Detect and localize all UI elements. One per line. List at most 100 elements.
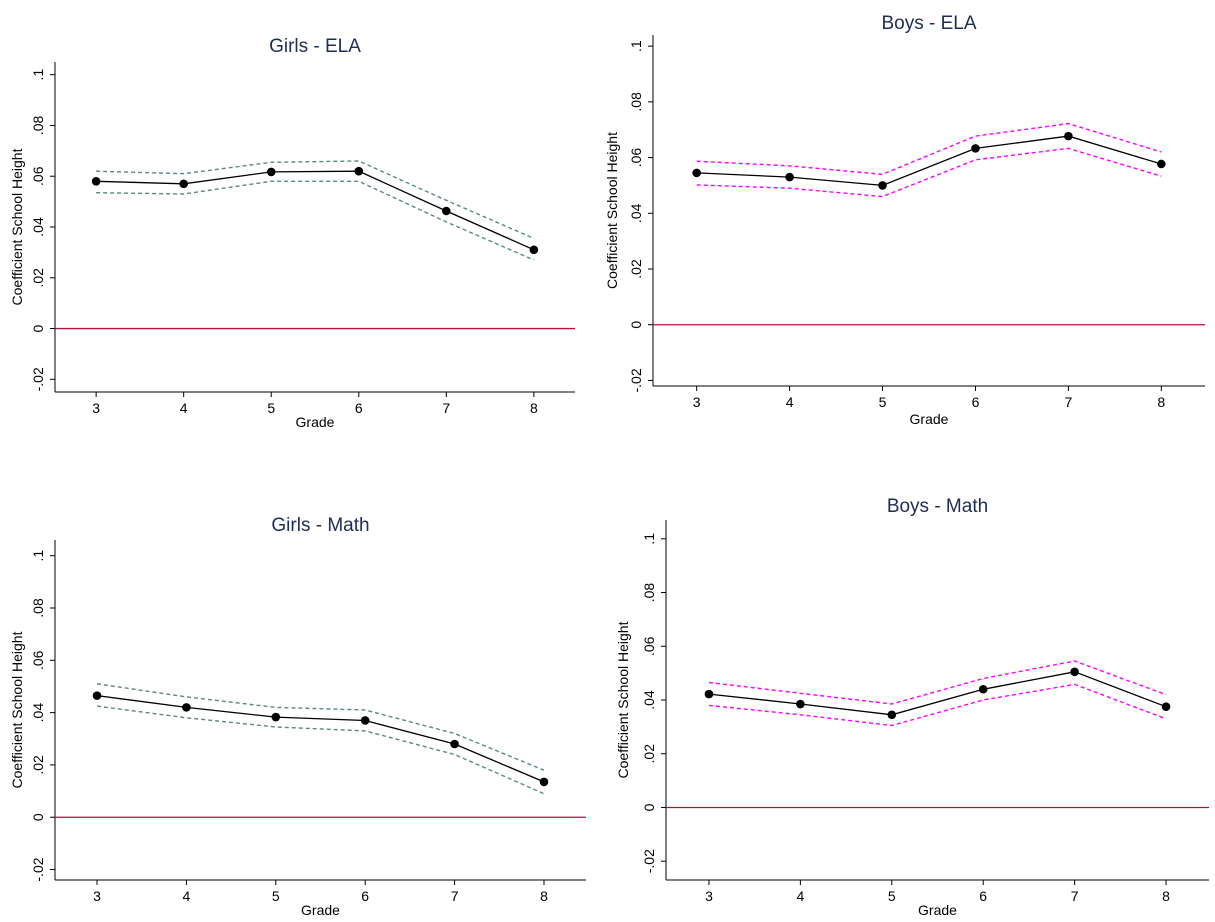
estimate-point: [1064, 131, 1073, 141]
x-tick-label: 3: [693, 394, 701, 410]
estimate-point: [91, 177, 101, 186]
chart-panel-1: Girls - ELA -.02 0 .02 .04 .06 .08 .1 3 4 5 6 7 8 Grad…: [9, 36, 575, 430]
y-tick-label: .02: [641, 744, 657, 764]
y-tick-label: .02: [30, 755, 46, 775]
x-tick-label: 7: [1064, 394, 1072, 410]
estimate-point: [442, 206, 451, 216]
estimate-line: [96, 170, 535, 251]
x-tick-label: 5: [879, 394, 887, 410]
y-tick-label: .06: [30, 166, 46, 186]
estimate-point: [539, 777, 549, 787]
estimate-point: [887, 710, 897, 720]
y-tick-label: .04: [30, 703, 46, 723]
y-axis-label: Coefficient School Height: [9, 148, 25, 305]
x-tick-label: 5: [267, 400, 275, 416]
estimate-line: [708, 671, 1167, 716]
y-tick-label: .1: [30, 550, 46, 562]
estimate-point: [271, 712, 281, 722]
y-tick-label: -.02: [30, 857, 46, 881]
estimate-point: [360, 716, 370, 725]
estimate-point: [1161, 702, 1171, 712]
ci-upper-line: [708, 660, 1167, 705]
x-tick-label: 8: [540, 888, 548, 904]
y-tick-label: .02: [628, 259, 644, 279]
y-tick-label: 0: [628, 321, 644, 329]
x-tick-label: 6: [355, 400, 363, 416]
chart-panel-2: Boys - ELA -.02 0 .02 .04 .06 .08 .1 3 4 5 6 7 8 Grade…: [604, 13, 1205, 427]
x-tick-label: 4: [786, 394, 794, 410]
y-axis-label: Coefficient School Height: [604, 132, 620, 289]
estimate-point: [92, 691, 102, 700]
estimate-point: [978, 684, 988, 694]
x-tick-label: 8: [530, 400, 538, 416]
x-tick-label: 6: [979, 888, 987, 904]
chart-title: Boys - ELA: [881, 13, 976, 34]
x-tick-label: 8: [1157, 394, 1165, 410]
ci-upper-line: [96, 683, 545, 771]
y-tick-label: .1: [641, 533, 657, 545]
y-tick-label: .1: [30, 69, 46, 81]
y-tick-label: -.02: [628, 368, 644, 392]
y-tick-label: .04: [641, 690, 657, 710]
y-tick-label: .02: [30, 268, 46, 288]
y-axis-label: Coefficient School Height: [9, 631, 25, 788]
estimate-point: [529, 245, 539, 255]
ci-upper-line: [96, 160, 535, 240]
chart-title: Girls - ELA: [269, 36, 361, 57]
x-axis-label: Grade: [918, 902, 957, 918]
y-tick-label: 0: [30, 324, 46, 332]
estimate-point: [692, 168, 701, 178]
x-tick-label: 3: [93, 888, 101, 904]
y-tick-label: .08: [641, 583, 657, 603]
y-tick-label: .06: [641, 636, 657, 656]
x-tick-label: 7: [442, 400, 450, 416]
x-tick-label: 4: [796, 888, 804, 904]
chart-panel-4: Boys - Math -.02 0 .02 .04 .06 .08 .1 3 4 5 6 7 8 Grad…: [615, 496, 1209, 918]
x-tick-label: 6: [361, 888, 369, 904]
x-tick-label: 4: [183, 888, 191, 904]
y-tick-label: -.02: [641, 849, 657, 873]
estimate-point: [354, 166, 364, 176]
ci-lower-line: [96, 180, 535, 261]
chart-panel-3: Girls - Math -.02 0 .02 .04 .06 .08 .1 3 4 5 6 7 8 Gra…: [9, 515, 586, 918]
x-tick-label: 8: [1162, 888, 1170, 904]
estimate-point: [704, 689, 714, 699]
estimate-point: [182, 703, 191, 712]
chart-title: Girls - Math: [271, 515, 369, 536]
x-tick-label: 4: [180, 400, 188, 416]
x-tick-label: 3: [705, 888, 713, 904]
estimate-point: [1157, 159, 1166, 169]
y-tick-label: .06: [628, 148, 644, 168]
x-tick-label: 3: [92, 400, 100, 416]
y-tick-label: .08: [30, 598, 46, 618]
x-axis-label: Grade: [296, 414, 335, 430]
y-tick-label: .04: [30, 217, 46, 237]
estimate-point: [785, 172, 794, 182]
y-tick-label: -.02: [30, 367, 46, 391]
estimate-line: [96, 694, 545, 783]
x-axis-label: Grade: [301, 902, 340, 918]
estimate-point: [878, 181, 887, 190]
x-tick-label: 7: [1071, 888, 1079, 904]
estimate-point: [971, 144, 980, 153]
estimate-line: [696, 135, 1162, 187]
y-tick-label: .1: [628, 40, 644, 52]
estimate-point: [796, 699, 805, 709]
ci-upper-line: [696, 122, 1162, 176]
estimate-point: [179, 179, 188, 189]
y-tick-label: .04: [628, 203, 644, 223]
x-tick-label: 6: [972, 394, 980, 410]
x-axis-label: Grade: [910, 411, 949, 427]
y-tick-label: 0: [30, 813, 46, 821]
x-tick-label: 5: [272, 888, 280, 904]
y-tick-label: 0: [641, 803, 657, 811]
y-tick-label: .06: [30, 650, 46, 670]
chart-title: Boys - Math: [887, 496, 988, 517]
x-tick-label: 7: [451, 888, 459, 904]
estimate-point: [266, 167, 276, 177]
estimate-point: [1070, 667, 1079, 677]
y-tick-label: .08: [628, 92, 644, 112]
ci-lower-line: [696, 147, 1162, 198]
y-tick-label: .08: [30, 116, 46, 136]
